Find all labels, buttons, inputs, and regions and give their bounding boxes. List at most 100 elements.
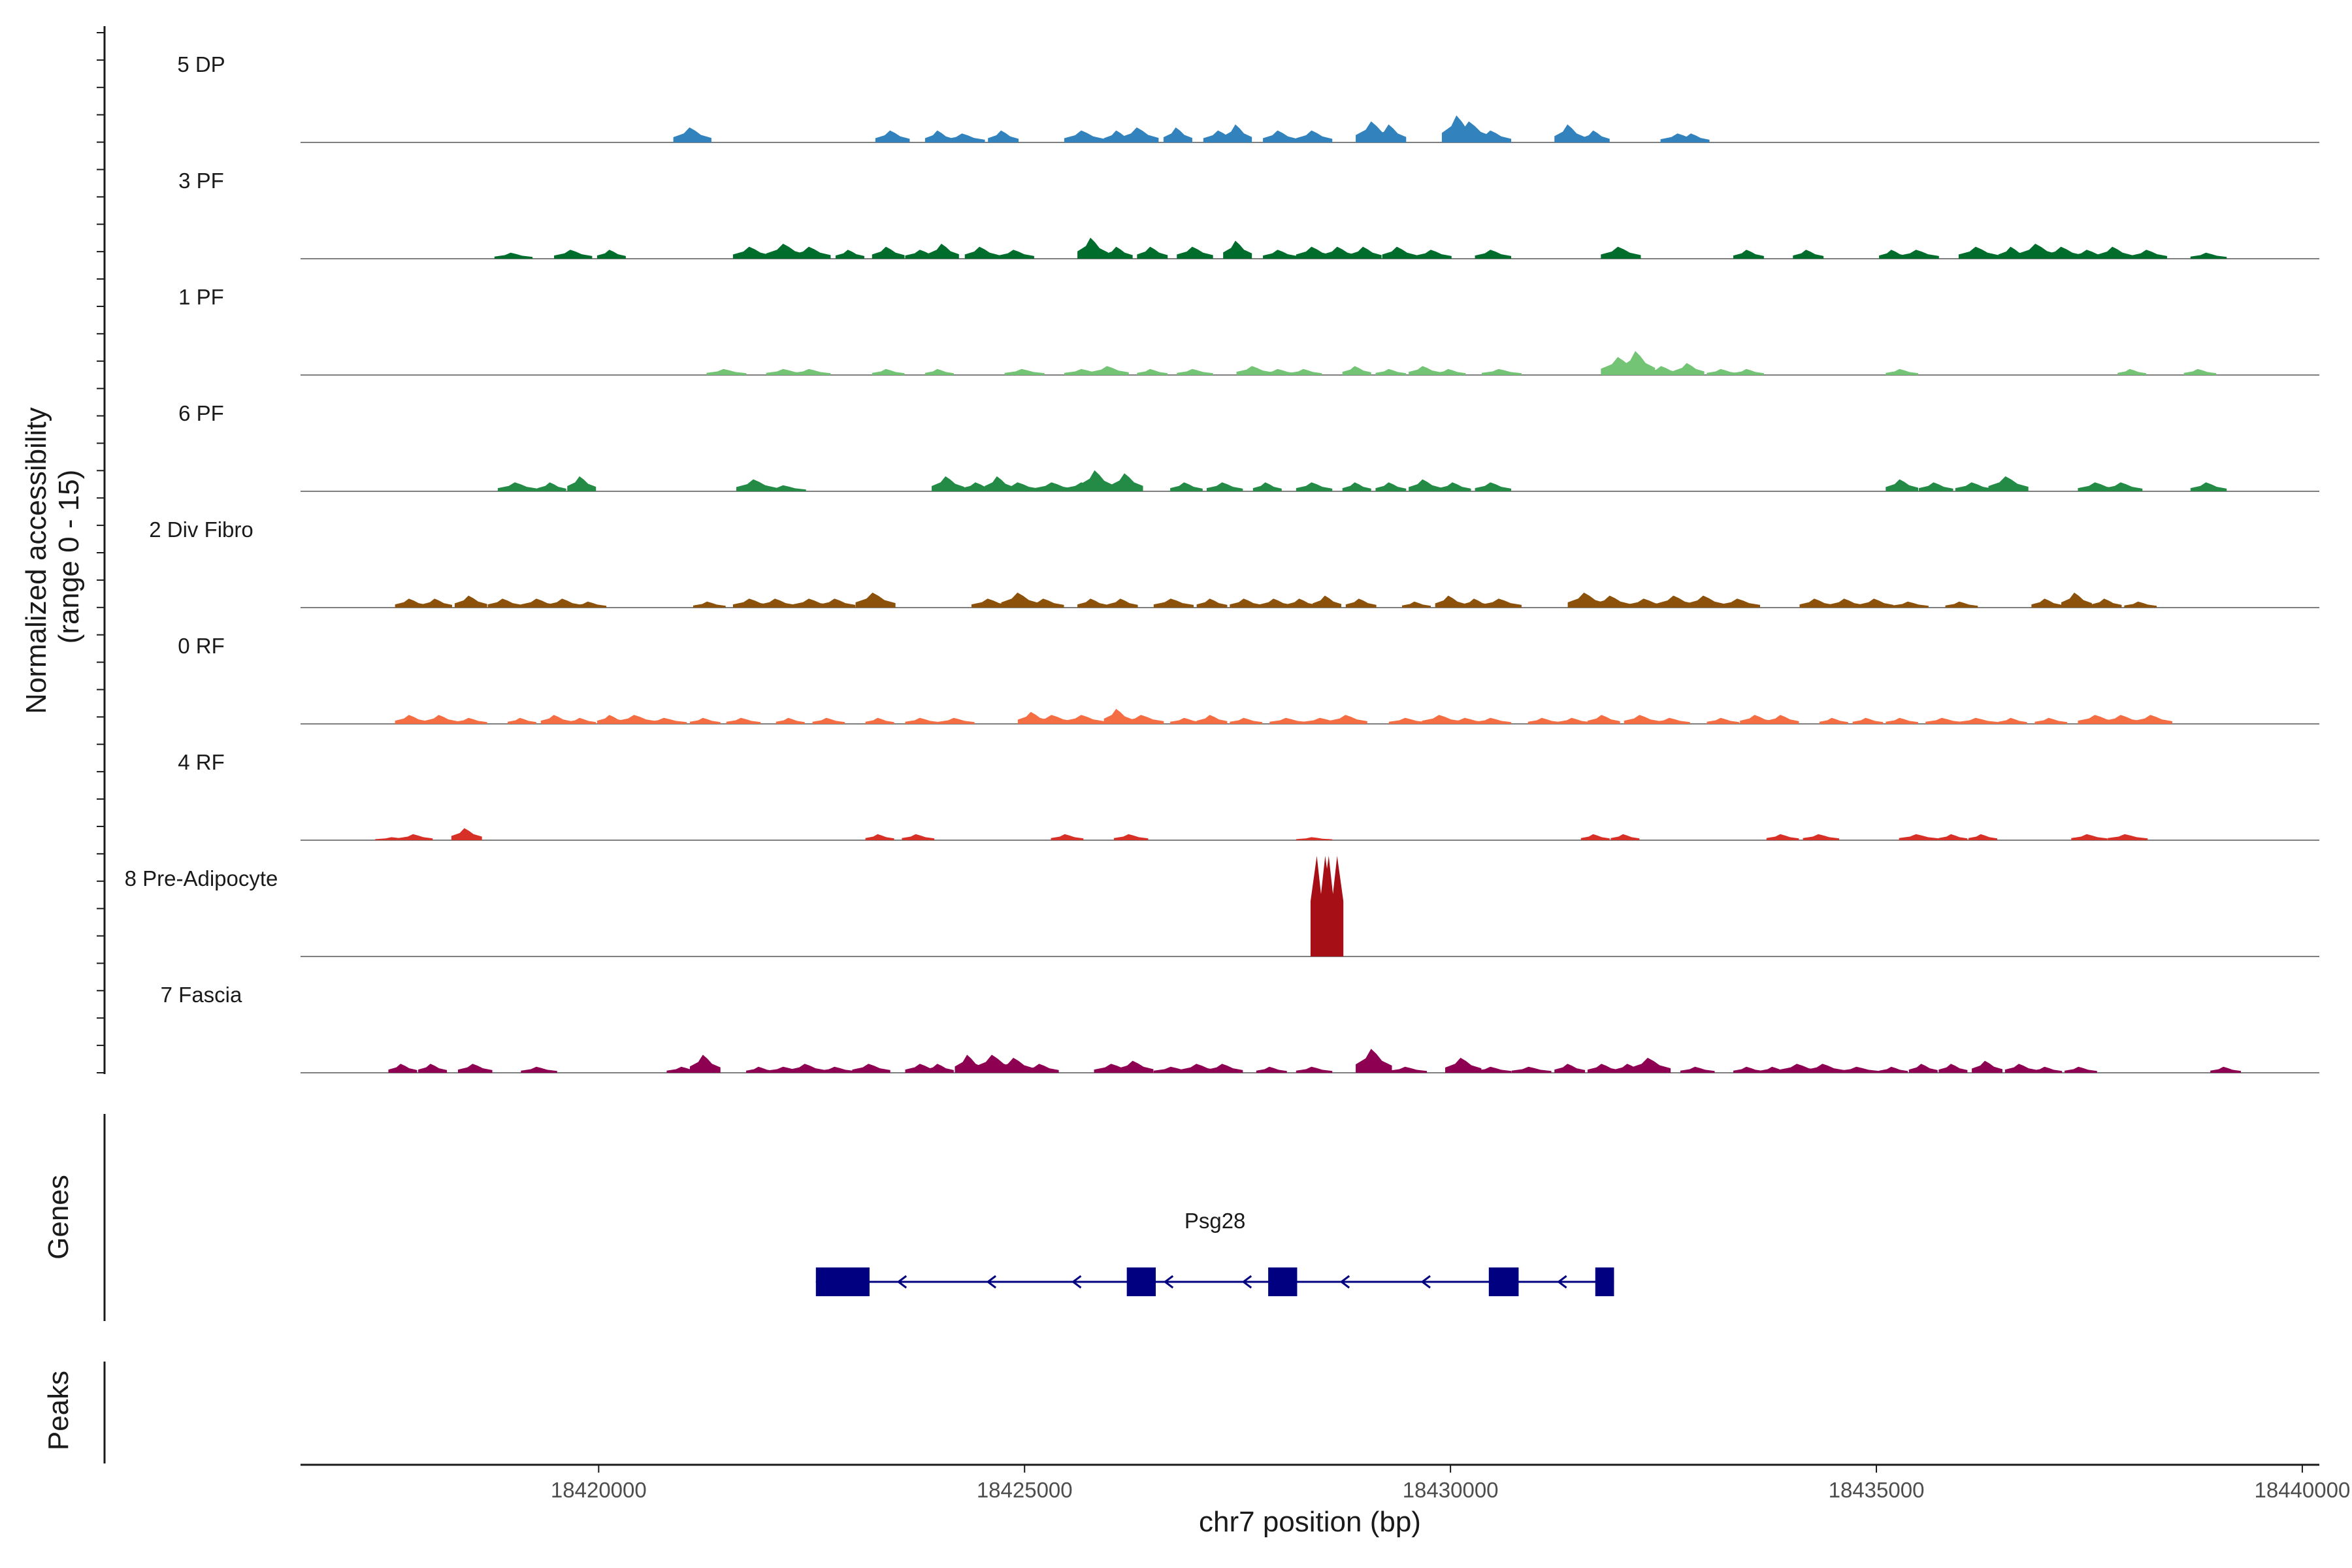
gene-exon [1595, 1267, 1614, 1296]
coverage-peak [1196, 598, 1228, 608]
coverage-peak [1988, 476, 2029, 491]
coverage-peak [421, 598, 453, 608]
coverage-peak [1554, 124, 1586, 142]
coverage-peak [1342, 482, 1371, 491]
coverage-peak [1001, 482, 1039, 491]
x-tick-label: 18425000 [977, 1478, 1073, 1502]
strand-arrow [1163, 1275, 1174, 1289]
coverage-peak [1680, 1066, 1715, 1073]
coverage-peak [1803, 834, 1839, 840]
coverage-peak [1375, 368, 1407, 375]
coverage-peak [1296, 130, 1333, 142]
coverage-peak [1859, 598, 1894, 608]
coverage-peak [1081, 470, 1113, 491]
coverage-peak [1230, 598, 1263, 608]
coverage-peak [726, 717, 761, 724]
coverage-peak [1296, 837, 1333, 840]
coverage-peak [1263, 368, 1298, 375]
coverage-tracks: 5 DP 3 PF 1 PF 6 PF 2 Div Fibro 0 RF 4 RF 8 Pre… [125, 52, 2319, 1073]
coverage-peak [1799, 598, 1835, 608]
coverage-peak [1475, 250, 1512, 259]
coverage-peak [1289, 368, 1322, 375]
coverage-peak [1475, 482, 1512, 491]
coverage-peak [1252, 482, 1282, 491]
coverage-peak [902, 834, 935, 840]
gene-exon [815, 1267, 870, 1296]
strand-arrow [1241, 1275, 1252, 1289]
coverage-peak [1435, 595, 1466, 608]
coverage-peak [1348, 246, 1382, 259]
coverage-peak [1177, 368, 1213, 375]
coverage-peak [1120, 127, 1159, 142]
coverage-peak [1375, 482, 1407, 491]
coverage-peak [1647, 366, 1680, 375]
coverage-peak [567, 476, 596, 491]
coverage-peak [776, 717, 805, 724]
strand-arrow [1557, 1275, 1567, 1289]
coverage-peak [1286, 598, 1317, 608]
coverage-peak [766, 485, 806, 491]
coverage-peak [1356, 1049, 1392, 1073]
coverage-peak [1170, 717, 1203, 724]
coverage-peak [1886, 479, 1918, 491]
coverage-peak [1899, 834, 1939, 840]
coverage-peak [1196, 715, 1228, 724]
coverage-peak [596, 250, 626, 259]
track-1-pf: 1 PF [178, 285, 2319, 376]
coverage-peak [395, 715, 428, 724]
coverage-peak [2104, 715, 2143, 724]
coverage-peak [1028, 598, 1064, 608]
coverage-peak [1601, 246, 1641, 259]
coverage-peak [732, 246, 772, 259]
coverage-peak [1064, 715, 1105, 724]
coverage-peak [1177, 246, 1213, 259]
coverage-peak [1511, 1066, 1552, 1073]
coverage-peak [1236, 366, 1273, 375]
coverage-peak [1676, 133, 1710, 142]
coverage-peak [1117, 1060, 1154, 1073]
track-label: 7 Fascia [161, 983, 242, 1007]
coverage-peak [521, 1066, 557, 1073]
coverage-peak [1077, 598, 1108, 608]
coverage-peak [2134, 715, 2172, 724]
coverage-peak [1388, 717, 1428, 724]
gene-exon [1488, 1267, 1519, 1296]
coverage-peak [1958, 717, 1999, 724]
x-axis-title: chr7 position (bp) [1199, 1506, 1421, 1538]
coverage-peak [1829, 598, 1864, 608]
gene-exon [1126, 1267, 1156, 1296]
coverage-peak [1103, 709, 1133, 724]
coverage-peak [547, 598, 582, 608]
coverage-peak [1554, 1064, 1586, 1073]
coverage-peak [693, 601, 726, 608]
coverage-peak [2190, 482, 2227, 491]
coverage-peak [554, 250, 593, 259]
coverage-peak [507, 717, 536, 724]
strand-arrow [986, 1275, 996, 1289]
coverage-peak [1925, 717, 1964, 724]
coverage-peak [457, 1064, 493, 1073]
coverage-peak [865, 834, 894, 840]
coverage-peak [1001, 593, 1039, 608]
coverage-peak [388, 1064, 417, 1073]
coverage-peak [1137, 368, 1168, 375]
coverage-peak [418, 1064, 448, 1073]
coverage-peak [2190, 252, 2227, 259]
coverage-peak [928, 244, 959, 259]
genes-panel-title: Genes [42, 1175, 74, 1260]
coverage-peak [1580, 130, 1610, 142]
coverage-peak [454, 595, 487, 608]
coverage-peak [1296, 482, 1333, 491]
track-label: 1 PF [178, 285, 224, 309]
coverage-peak [1401, 601, 1431, 608]
coverage-peak [1322, 856, 1344, 956]
coverage-peak [1852, 717, 1884, 724]
coverage-peak [1263, 130, 1298, 142]
coverage-peak [706, 368, 747, 375]
coverage-peak [451, 828, 482, 840]
coverage-peak [971, 598, 1010, 608]
coverage-peak [2091, 598, 2122, 608]
coverage-peak [689, 1054, 721, 1073]
coverage-peak [1259, 598, 1292, 608]
track-4-rf: 4 RF [178, 750, 2319, 841]
